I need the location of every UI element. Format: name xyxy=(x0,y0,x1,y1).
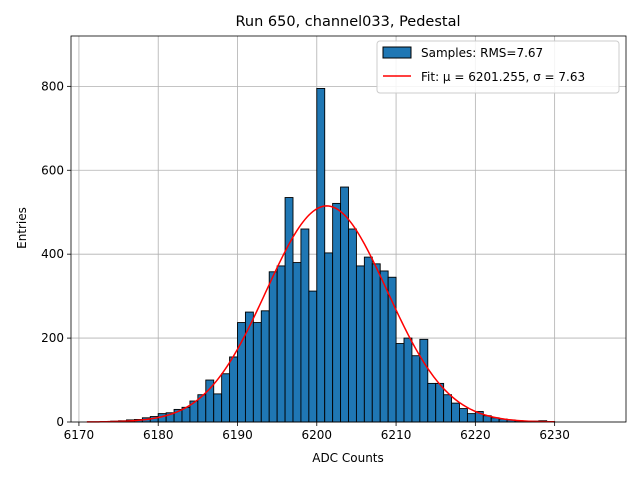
x-tick-label-2: 6190 xyxy=(222,428,253,442)
histogram-bar-6205 xyxy=(355,265,365,423)
histogram-bar-6208 xyxy=(379,270,389,423)
legend-box xyxy=(376,40,620,94)
histogram-bar-6192 xyxy=(252,322,262,423)
y-tick-label-2: 400 xyxy=(41,247,64,261)
histogram-bar-6215 xyxy=(435,382,445,423)
histogram-bar-6213 xyxy=(419,338,429,423)
x-tick-label-0: 6170 xyxy=(64,428,95,442)
gaussian-fit-curve xyxy=(86,205,555,423)
x-axis-ticks: 6170 6180 6190 6200 6210 6220 6230 xyxy=(64,422,570,442)
histogram-bars xyxy=(102,87,556,423)
x-axis-label: ADC Counts xyxy=(312,451,384,465)
y-axis-label: Entries xyxy=(15,207,29,249)
y-tick-label-1: 200 xyxy=(41,331,64,345)
histogram-bar-6203 xyxy=(340,186,349,423)
x-tick-label-3: 6200 xyxy=(302,428,333,442)
histogram-bar-6195 xyxy=(276,265,286,423)
histogram-bar-6210 xyxy=(395,343,405,423)
histogram-bar-6194 xyxy=(268,271,278,423)
y-tick-label-4: 800 xyxy=(41,79,64,93)
histogram-bar-6219 xyxy=(466,413,476,423)
histogram-bar-6212 xyxy=(411,355,421,423)
x-tick-label-6: 6230 xyxy=(539,428,570,442)
histogram-bar-6193 xyxy=(260,310,270,423)
histogram-bar-6198 xyxy=(300,228,310,423)
x-tick-label-5: 6220 xyxy=(460,428,491,442)
histogram-bar-6197 xyxy=(292,262,302,423)
histogram-bar-6211 xyxy=(403,337,413,423)
histogram-bar-6199 xyxy=(308,290,318,423)
plot-frame xyxy=(70,35,627,423)
histogram-bar-6188 xyxy=(221,373,231,423)
histogram-bar-6196 xyxy=(284,197,294,423)
histogram-bar-6202 xyxy=(332,202,342,423)
y-axis-ticks: 0 200 400 600 800 xyxy=(41,79,71,429)
legend-label-samples: Samples: RMS=7.67 xyxy=(421,46,543,60)
legend-swatch-samples xyxy=(382,46,412,59)
histogram-bar-6209 xyxy=(387,276,397,423)
histogram-bar-6187 xyxy=(213,393,223,423)
histogram-bar-6206 xyxy=(363,256,373,423)
histogram-bar-6207 xyxy=(371,263,381,423)
chart-title: Run 650, channel033, Pedestal xyxy=(235,14,460,30)
histogram-bar-6201 xyxy=(324,252,334,423)
histogram-bar-6216 xyxy=(443,394,453,423)
histogram-bar-6189 xyxy=(229,356,238,423)
legend: Samples: RMS=7.67 Fit: μ = 6201.255, σ =… xyxy=(376,40,620,94)
legend-label-fit: Fit: μ = 6201.255, σ = 7.63 xyxy=(421,70,585,84)
histogram-bar-6218 xyxy=(459,408,468,423)
x-tick-label-1: 6180 xyxy=(143,428,174,442)
histogram-bar-6217 xyxy=(451,402,460,423)
y-tick-label-0: 0 xyxy=(56,415,64,429)
histogram-bar-6191 xyxy=(244,311,254,423)
y-tick-label-3: 600 xyxy=(41,163,64,177)
histogram-bar-6214 xyxy=(427,382,437,423)
histogram-bar-6200 xyxy=(316,87,326,423)
histogram-bar-6204 xyxy=(348,228,357,423)
x-tick-label-4: 6210 xyxy=(381,428,412,442)
